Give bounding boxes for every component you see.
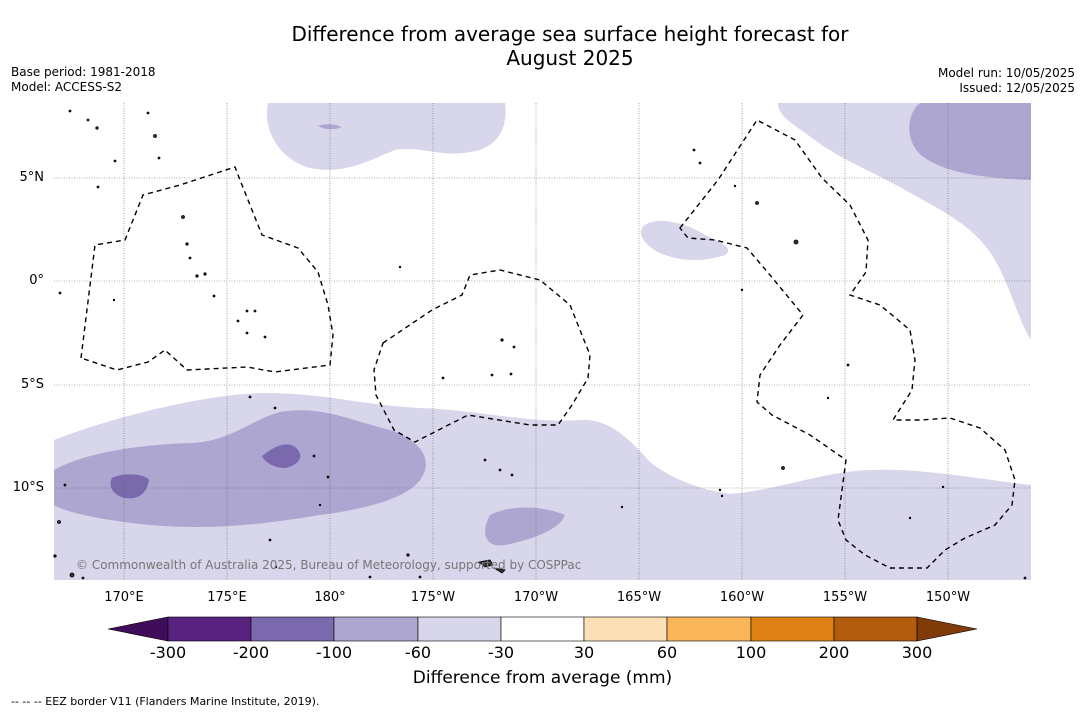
colorbar-swatch-6 [583, 616, 668, 642]
colorbar-extend-high [916, 616, 978, 642]
lat-label-5s: 5°S [20, 377, 44, 392]
lon-label-170w: 170°W [513, 590, 559, 605]
islands [53, 109, 1027, 580]
lon-label-165w: 165°W [616, 590, 662, 605]
title-line-1: Difference from average sea surface heig… [291, 22, 849, 46]
colorbar-swatch-4 [417, 616, 502, 642]
base-period: Base period: 1981-2018 [11, 65, 156, 79]
colorbar-tick-1: -200 [232, 643, 270, 662]
lat-label-0: 0° [29, 273, 44, 288]
colorbar-label: Difference from average (mm) [412, 668, 673, 688]
colorbar-tick-0: -300 [149, 643, 187, 662]
meta-right: Model run: 10/05/2025 Issued: 12/05/2025 [938, 66, 1075, 96]
lon-label-175w: 175°W [410, 590, 456, 605]
eez-borders [80, 119, 1016, 569]
model-name: Model: ACCESS-S2 [11, 80, 123, 94]
colorbar-tick-8: 200 [818, 643, 850, 662]
colorbar-tick-5: 30 [573, 643, 595, 662]
title-line-2: August 2025 [506, 46, 634, 70]
copyright-notice: © Commonwealth of Australia 2025, Bureau… [76, 558, 582, 572]
anomaly-fill [54, 103, 1031, 580]
colorbar-tick-6: 60 [656, 643, 678, 662]
lat-label-5n: 5°N [19, 170, 45, 185]
lon-label-170e: 170°E [104, 590, 144, 605]
lon-label-160w: 160°W [719, 590, 765, 605]
colorbar-tick-9: 300 [901, 643, 933, 662]
colorbar-tick-7: 100 [735, 643, 767, 662]
lon-label-155w: 155°W [822, 590, 868, 605]
gridlines [54, 103, 1031, 580]
lon-label-175e: 175°E [207, 590, 247, 605]
colorbar-tick-2: -100 [315, 643, 353, 662]
colorbar-tick-4: -30 [487, 643, 515, 662]
issued-date: Issued: 12/05/2025 [959, 81, 1075, 95]
model-run: Model run: 10/05/2025 [937, 66, 1075, 80]
eez-footnote: -- -- -- EEZ border V11 (Flanders Marine… [11, 695, 320, 708]
colorbar-swatch-9 [833, 616, 918, 642]
colorbar-swatch-8 [750, 616, 835, 642]
lon-label-180: 180° [314, 590, 346, 605]
colorbar-swatch-1 [167, 616, 252, 642]
colorbar-swatch-7 [666, 616, 752, 642]
colorbar-swatch-2 [250, 616, 335, 642]
colorbar-tick-3: -60 [404, 643, 432, 662]
map-title: Difference from average sea surface heig… [170, 22, 970, 70]
meta-left: Base period: 1981-2018 Model: ACCESS-S2 [11, 65, 156, 95]
lon-label-150w: 150°W [925, 590, 971, 605]
colorbar-swatch-3 [333, 616, 419, 642]
colorbar-swatch-5 [500, 616, 585, 642]
lat-label-10s: 10°S [12, 480, 44, 495]
colorbar-extend-low [107, 616, 169, 642]
